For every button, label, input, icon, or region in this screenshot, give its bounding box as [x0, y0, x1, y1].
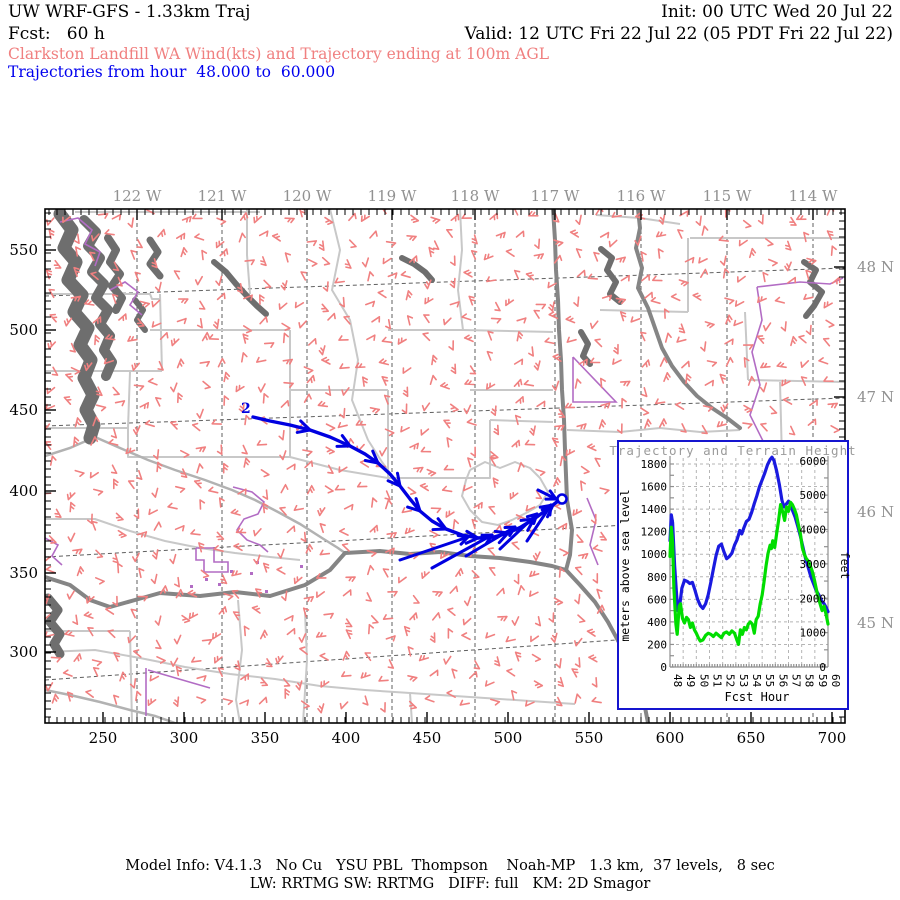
- y-axis-tick-label: 300: [9, 643, 38, 661]
- county-boundaries: [45, 209, 845, 723]
- latitude-label: 47 N: [857, 388, 894, 406]
- inset-y-left-tick: 1800: [641, 458, 668, 471]
- inset-x-tick: 49: [684, 674, 697, 687]
- inset-x-tick: 56: [776, 674, 789, 687]
- model-info-line1: Model Info: V4.1.3 No Cu YSU PBL Thompso…: [125, 858, 775, 874]
- model-info-line2: LW: RRTMG SW: RRTMG DIFF: full KM: 2D Sm…: [249, 876, 651, 892]
- inset-x-tick: 50: [697, 674, 710, 687]
- inset-y-left-tick: 1600: [641, 481, 668, 494]
- inset-y-left-tick: 1400: [641, 503, 668, 516]
- x-axis-tick-label: 500: [494, 729, 523, 747]
- x-axis-tick-label: 350: [251, 729, 280, 747]
- latitude-label: 46 N: [857, 503, 894, 521]
- init-time: Init: 00 UTC Wed 20 Jul 22: [661, 2, 893, 22]
- inset-x-tick: 51: [711, 674, 724, 687]
- longitude-label: 120 W: [283, 187, 332, 205]
- x-axis-tick-label: 650: [737, 729, 766, 747]
- inset-y-right-tick: 1000: [800, 627, 827, 640]
- x-axis-tick-label: 300: [170, 729, 199, 747]
- inset-x-tick: 53: [737, 674, 750, 687]
- y-axis-tick-label: 350: [9, 564, 38, 582]
- longitude-label: 116 W: [617, 187, 666, 205]
- inset-chart: 0 200 400 600 800 1000 1200 1400 1600 1800 0 1000 20…: [609, 440, 856, 710]
- inset-x-tick: 60: [829, 674, 842, 687]
- field-subtitle: Clarkston Landfill WA Wind(kts) and Traj…: [8, 45, 550, 63]
- x-axis-tick-label: 600: [656, 729, 685, 747]
- inset-y-left-tick: 1200: [641, 526, 668, 539]
- latitude-label: 48 N: [857, 258, 894, 276]
- y-axis-tick-label: 450: [9, 401, 38, 419]
- longitude-label: 115 W: [703, 187, 752, 205]
- y-axis-tick-label: 550: [9, 241, 38, 259]
- y-axis-tick-label: 500: [9, 321, 38, 339]
- inset-title: Trajectory and Terrain Height: [609, 443, 856, 458]
- longitude-label: 119 W: [368, 187, 417, 205]
- inset-x-tick: 57: [790, 674, 803, 687]
- inset-x-tick: 55: [763, 674, 776, 687]
- inset-y-right-tick: 3000: [800, 558, 827, 571]
- x-axis-tick-label: 700: [818, 729, 847, 747]
- inset-y-right-tick: 0: [819, 661, 826, 674]
- inset-y-left-tick: 200: [647, 638, 667, 651]
- inset-x-tick: 58: [803, 674, 816, 687]
- inset-y-right-tick: 5000: [800, 489, 827, 502]
- inset-y-left-tick: 0: [660, 661, 667, 674]
- terrain-height-line: [668, 500, 830, 647]
- inset-xlabel: Fcst Hour: [724, 690, 789, 704]
- trajectory-subtitle: Trajectories from hour 48.000 to 60.000: [8, 63, 336, 81]
- inset-y-left-tick: 1000: [641, 548, 668, 561]
- inset-y-right-tick: 6000: [800, 455, 827, 468]
- latitude-label: 45 N: [857, 614, 894, 632]
- trajectory-end-marker: [556, 493, 568, 505]
- inset-y-left-tick: 800: [647, 571, 667, 584]
- inset-x-tick: 48: [671, 674, 684, 687]
- inset-axes: [669, 456, 829, 668]
- inset-y-right-tick: 4000: [800, 524, 827, 537]
- trajectory: [251, 415, 568, 570]
- x-axis-tick-label: 250: [89, 729, 118, 747]
- axis-labels: 122 W 121 W 120 W 119 W 118 W 117 W 116 W 115 W…: [9, 187, 894, 747]
- longitude-label: 117 W: [531, 187, 580, 205]
- forecast-hour: Fcst: 60 h: [8, 24, 105, 44]
- inset-labels: 0 200 400 600 800 1000 1200 1400 1600 1800 0 1000 20…: [609, 443, 856, 704]
- inset-y-left-tick: 400: [647, 616, 667, 629]
- inset-x-tick: 59: [816, 674, 829, 687]
- inset-x-tick: 52: [724, 674, 737, 687]
- y-axis-tick-label: 400: [9, 482, 38, 500]
- x-axis-tick-label: 550: [575, 729, 604, 747]
- model-title: UW WRF-GFS - 1.33km Traj: [8, 2, 251, 22]
- inset-ylabel-right: feet: [838, 552, 852, 580]
- inset-ylabel-left: meters above sea level: [618, 489, 632, 641]
- x-axis-tick-label: 450: [413, 729, 442, 747]
- trajectory-number-label: 2: [241, 401, 251, 417]
- longitude-label: 121 W: [198, 187, 247, 205]
- longitude-label: 118 W: [451, 187, 500, 205]
- x-axis-tick-label: 400: [332, 729, 361, 747]
- valid-time: Valid: 12 UTC Fri 22 Jul 22 (05 PDT Fri …: [464, 24, 893, 44]
- inset-y-left-tick: 600: [647, 593, 667, 606]
- inset-y-right-tick: 2000: [800, 592, 827, 605]
- longitude-label: 114 W: [789, 187, 838, 205]
- inset-x-tick: 54: [750, 674, 763, 688]
- longitude-label: 122 W: [113, 187, 162, 205]
